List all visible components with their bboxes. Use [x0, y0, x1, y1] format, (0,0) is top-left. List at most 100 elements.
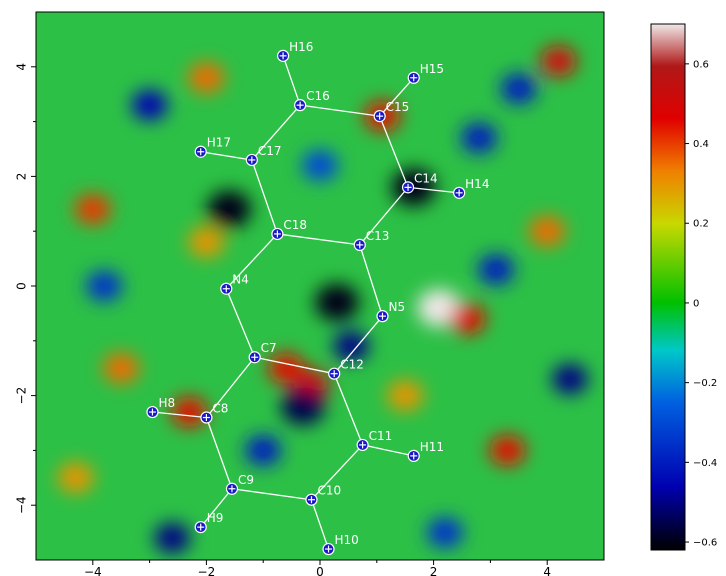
field-feature	[449, 303, 486, 335]
field-feature	[57, 462, 94, 494]
y-axis: −4 −2 0 2 4	[15, 63, 36, 514]
bond-line	[359, 244, 384, 317]
y-tick-label: 4	[15, 63, 29, 71]
field-feature	[280, 387, 325, 426]
colorbar-tick-label: −0.2	[693, 378, 717, 389]
atom-label: C11	[369, 429, 393, 443]
atom-marker: N5	[376, 300, 405, 323]
atom-marker: H15	[407, 62, 444, 84]
bond-line	[200, 151, 252, 161]
atom-label: N4	[232, 273, 249, 287]
atom-label: H8	[158, 396, 175, 410]
field-feature	[500, 73, 537, 105]
field-feature	[188, 62, 225, 94]
bond-line	[311, 444, 364, 501]
atom-marker: C17	[245, 144, 282, 167]
atoms: H16 H15 C16 C15 H17 C17 C14 H14 C18 C13 N4 N5 C7 C12 H…	[146, 40, 489, 556]
field-feature	[529, 215, 566, 247]
atom-marker: H17	[194, 136, 231, 158]
field-feature	[245, 435, 282, 466]
atom-label: C13	[366, 229, 390, 243]
bond-line	[277, 233, 360, 246]
bond-line	[251, 159, 279, 235]
atom-marker: C9	[225, 473, 254, 495]
x-tick-label: 2	[430, 565, 438, 576]
field-feature	[387, 380, 424, 411]
bonds	[152, 55, 460, 550]
bond-line	[205, 417, 233, 489]
y-tick-label: −4	[15, 496, 29, 514]
atom-label: C14	[414, 171, 438, 185]
atom-label: H16	[289, 40, 313, 54]
bond-line	[254, 356, 335, 375]
atom-marker: C11	[356, 429, 393, 452]
field-feature	[478, 254, 515, 285]
field-feature	[86, 270, 123, 302]
bond-line	[231, 488, 312, 501]
field-feature	[74, 193, 111, 225]
atom-marker: C8	[200, 402, 228, 424]
colorbar-tick-label: 0.4	[693, 139, 709, 150]
atom-label: C7	[261, 341, 277, 355]
bond-line	[333, 373, 364, 446]
atom-marker: H11	[407, 440, 444, 462]
colorbar-tick-label: −0.6	[693, 538, 717, 549]
bond-line	[362, 444, 414, 457]
field-feature	[171, 396, 208, 428]
colorbar-tick-label: −0.4	[693, 458, 717, 469]
field-feature	[426, 517, 463, 548]
y-tick-label: −2	[15, 387, 29, 405]
atom-marker: C7	[248, 341, 277, 364]
plot-background	[36, 12, 604, 560]
atom-marker: C10	[305, 484, 341, 506]
atom-label: H11	[420, 440, 444, 454]
y-tick-label: 2	[15, 173, 29, 181]
bond-line	[407, 186, 460, 194]
atom-marker: H8	[146, 396, 175, 419]
x-axis: −4 −2 0 2 4	[84, 560, 551, 576]
atom-marker: C16	[294, 89, 330, 112]
colorbar-gradient	[650, 23, 686, 551]
density-field	[57, 46, 588, 554]
atom-label: C17	[258, 144, 282, 158]
bond-line	[205, 356, 256, 418]
atom-marker: C13	[353, 229, 390, 251]
atom-label: H15	[420, 62, 444, 76]
bond-line	[310, 499, 330, 550]
atom-marker: C12	[328, 358, 364, 380]
atom-label: N5	[388, 300, 405, 314]
atom-label: C8	[212, 402, 228, 416]
field-feature	[267, 352, 304, 384]
atom-label: H10	[335, 533, 359, 547]
atom-marker: C15	[373, 100, 409, 123]
atom-marker: C14	[401, 171, 438, 194]
bond-line	[152, 411, 207, 419]
field-feature	[207, 190, 252, 228]
plot-area: H16 H15 C16 C15 H17 C17 C14 H14 C18 C13 N4 N5 C7 C12 H…	[15, 11, 605, 576]
x-tick-label: −4	[84, 565, 102, 576]
atom-marker: C18	[271, 218, 307, 241]
bond-line	[333, 315, 383, 375]
colorbar-tick-label: 0.2	[693, 219, 709, 230]
field-feature	[540, 46, 577, 77]
x-tick-label: −2	[198, 565, 216, 576]
atom-marker: H9	[194, 511, 223, 534]
atom-marker: N4	[220, 273, 249, 295]
field-feature	[188, 226, 225, 258]
field-feature	[302, 150, 338, 181]
field-feature	[315, 283, 360, 322]
field-feature	[551, 363, 588, 395]
bond-line	[225, 233, 278, 290]
colorbar: −0.6 −0.4 −0.2 0 0.2 0.4 0.6	[650, 23, 717, 551]
atom-marker: H16	[276, 40, 313, 62]
bond-line	[379, 77, 415, 117]
bond-line	[282, 55, 301, 106]
bond-line	[379, 115, 409, 188]
field-feature	[103, 352, 140, 384]
field-feature	[333, 330, 370, 362]
atom-label: H17	[207, 136, 231, 150]
field-feature	[489, 435, 526, 466]
field-feature	[154, 522, 191, 554]
y-tick-label: 0	[15, 282, 29, 290]
